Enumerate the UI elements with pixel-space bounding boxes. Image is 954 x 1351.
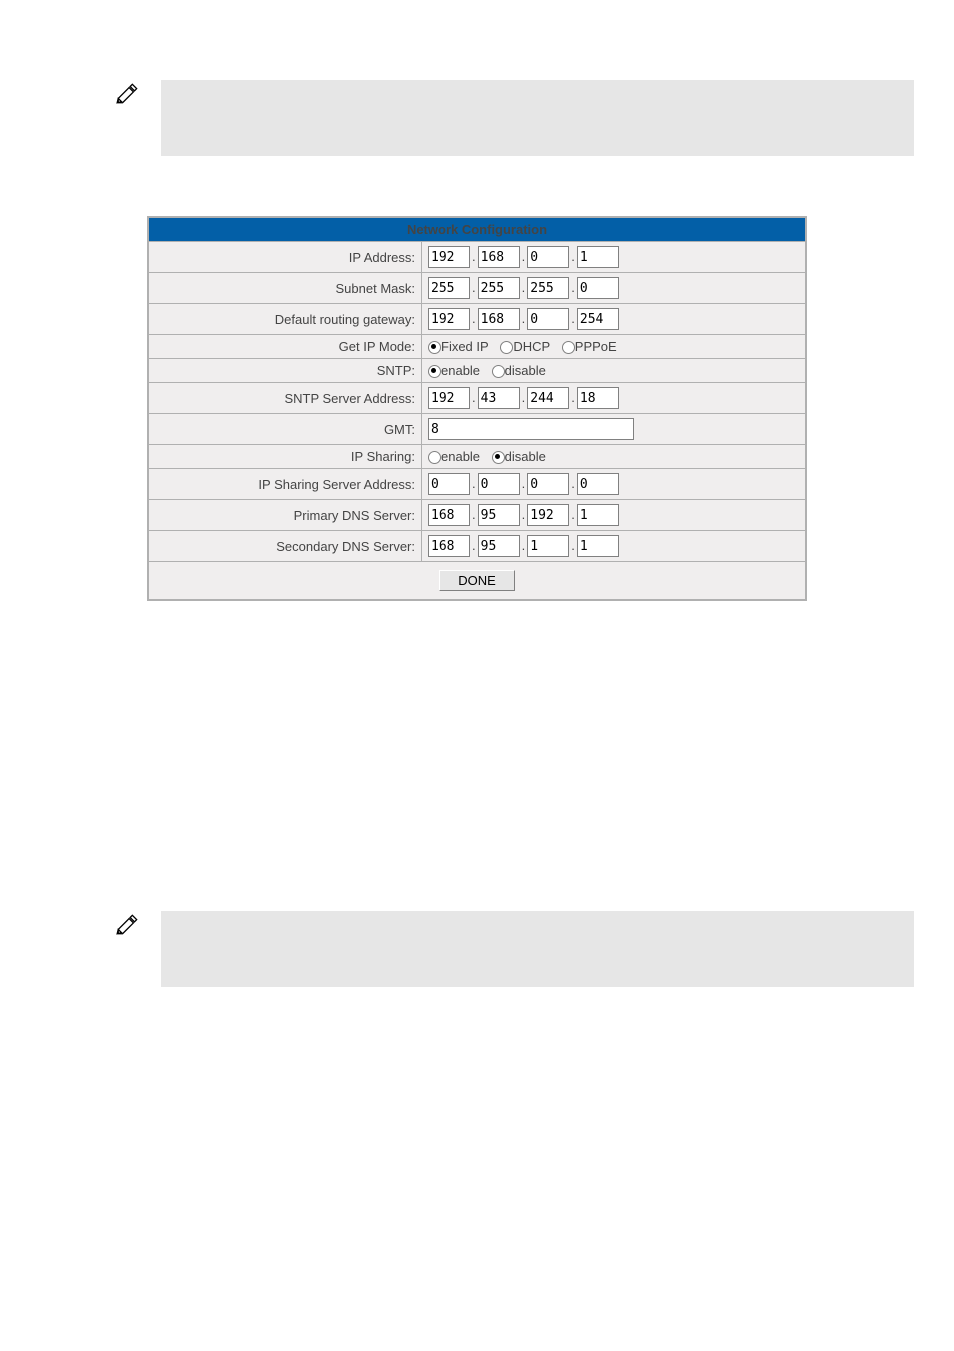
row-sntp-server: SNTP Server Address: ... xyxy=(148,383,806,414)
radio-sntp-enable[interactable] xyxy=(428,365,441,378)
sntp-server-octet-1[interactable] xyxy=(428,387,470,409)
gateway-octet-4[interactable] xyxy=(577,308,619,330)
pencil-note-icon xyxy=(115,80,141,106)
label-sntp-server: SNTP Server Address: xyxy=(148,383,422,414)
pencil-note-icon xyxy=(115,911,141,937)
primary-dns-octet-3[interactable] xyxy=(527,504,569,526)
label-gmt: GMT: xyxy=(148,414,422,445)
row-get-ip-mode: Get IP Mode: Fixed IP DHCP PPPoE xyxy=(148,335,806,359)
value-gateway: ... xyxy=(422,304,807,335)
row-done: DONE xyxy=(148,562,806,601)
value-subnet-mask: ... xyxy=(422,273,807,304)
ip-address-octet-3[interactable] xyxy=(527,246,569,268)
primary-dns-octet-2[interactable] xyxy=(478,504,520,526)
radio-ipshare-enable[interactable] xyxy=(428,451,441,464)
note-1-text xyxy=(161,80,914,156)
gateway-octet-1[interactable] xyxy=(428,308,470,330)
done-button[interactable]: DONE xyxy=(439,570,515,591)
gateway-octet-3[interactable] xyxy=(527,308,569,330)
row-ip-address: IP Address: ... xyxy=(148,242,806,273)
sntp-server-octet-2[interactable] xyxy=(478,387,520,409)
row-ip-sharing: IP Sharing: enable disable xyxy=(148,445,806,469)
value-ip-sharing-server: ... xyxy=(422,469,807,500)
note-2 xyxy=(40,911,914,987)
ipshare-server-octet-1[interactable] xyxy=(428,473,470,495)
subnet-mask-octet-4[interactable] xyxy=(577,277,619,299)
label-get-ip-mode: Get IP Mode: xyxy=(148,335,422,359)
value-sntp: enable disable xyxy=(422,359,807,383)
secondary-dns-octet-1[interactable] xyxy=(428,535,470,557)
ip-address-octet-1[interactable] xyxy=(428,246,470,268)
secondary-dns-octet-4[interactable] xyxy=(577,535,619,557)
subnet-mask-octet-3[interactable] xyxy=(527,277,569,299)
label-subnet-mask: Subnet Mask: xyxy=(148,273,422,304)
primary-dns-octet-4[interactable] xyxy=(577,504,619,526)
ipshare-server-octet-4[interactable] xyxy=(577,473,619,495)
radio-pppoe[interactable] xyxy=(562,341,575,354)
sntp-server-octet-3[interactable] xyxy=(527,387,569,409)
table-header: Network Configuration xyxy=(148,217,806,242)
subnet-mask-octet-2[interactable] xyxy=(478,277,520,299)
note-1 xyxy=(40,80,914,156)
label-ip-sharing-server: IP Sharing Server Address: xyxy=(148,469,422,500)
radio-fixed-ip[interactable] xyxy=(428,341,441,354)
radio-dhcp[interactable] xyxy=(500,341,513,354)
value-get-ip-mode: Fixed IP DHCP PPPoE xyxy=(422,335,807,359)
ip-address-octet-2[interactable] xyxy=(478,246,520,268)
label-gateway: Default routing gateway: xyxy=(148,304,422,335)
radio-label-sntp-disable: disable xyxy=(505,363,546,378)
note-2-text xyxy=(161,911,914,987)
radio-label-ipshare-enable: enable xyxy=(441,449,480,464)
network-config-table: Network Configuration IP Address: ... Su… xyxy=(147,216,807,601)
gmt-input[interactable] xyxy=(428,418,634,440)
sntp-server-octet-4[interactable] xyxy=(577,387,619,409)
label-sntp: SNTP: xyxy=(148,359,422,383)
radio-label-pppoe: PPPoE xyxy=(575,339,617,354)
ipshare-server-octet-2[interactable] xyxy=(478,473,520,495)
value-sntp-server: ... xyxy=(422,383,807,414)
ip-address-octet-4[interactable] xyxy=(577,246,619,268)
row-sntp: SNTP: enable disable xyxy=(148,359,806,383)
label-ip-address: IP Address: xyxy=(148,242,422,273)
primary-dns-octet-1[interactable] xyxy=(428,504,470,526)
value-secondary-dns: ... xyxy=(422,531,807,562)
row-secondary-dns: Secondary DNS Server: ... xyxy=(148,531,806,562)
row-ip-sharing-server: IP Sharing Server Address: ... xyxy=(148,469,806,500)
gateway-octet-2[interactable] xyxy=(478,308,520,330)
value-gmt xyxy=(422,414,807,445)
radio-label-dhcp: DHCP xyxy=(513,339,550,354)
row-gmt: GMT: xyxy=(148,414,806,445)
value-primary-dns: ... xyxy=(422,500,807,531)
row-gateway: Default routing gateway: ... xyxy=(148,304,806,335)
value-ip-address: ... xyxy=(422,242,807,273)
row-primary-dns: Primary DNS Server: ... xyxy=(148,500,806,531)
row-subnet-mask: Subnet Mask: ... xyxy=(148,273,806,304)
secondary-dns-octet-2[interactable] xyxy=(478,535,520,557)
radio-label-ipshare-disable: disable xyxy=(505,449,546,464)
label-ip-sharing: IP Sharing: xyxy=(148,445,422,469)
value-ip-sharing: enable disable xyxy=(422,445,807,469)
label-secondary-dns: Secondary DNS Server: xyxy=(148,531,422,562)
radio-label-sntp-enable: enable xyxy=(441,363,480,378)
ipshare-server-octet-3[interactable] xyxy=(527,473,569,495)
radio-label-fixed-ip: Fixed IP xyxy=(441,339,489,354)
label-primary-dns: Primary DNS Server: xyxy=(148,500,422,531)
radio-sntp-disable[interactable] xyxy=(492,365,505,378)
secondary-dns-octet-3[interactable] xyxy=(527,535,569,557)
subnet-mask-octet-1[interactable] xyxy=(428,277,470,299)
radio-ipshare-disable[interactable] xyxy=(492,451,505,464)
